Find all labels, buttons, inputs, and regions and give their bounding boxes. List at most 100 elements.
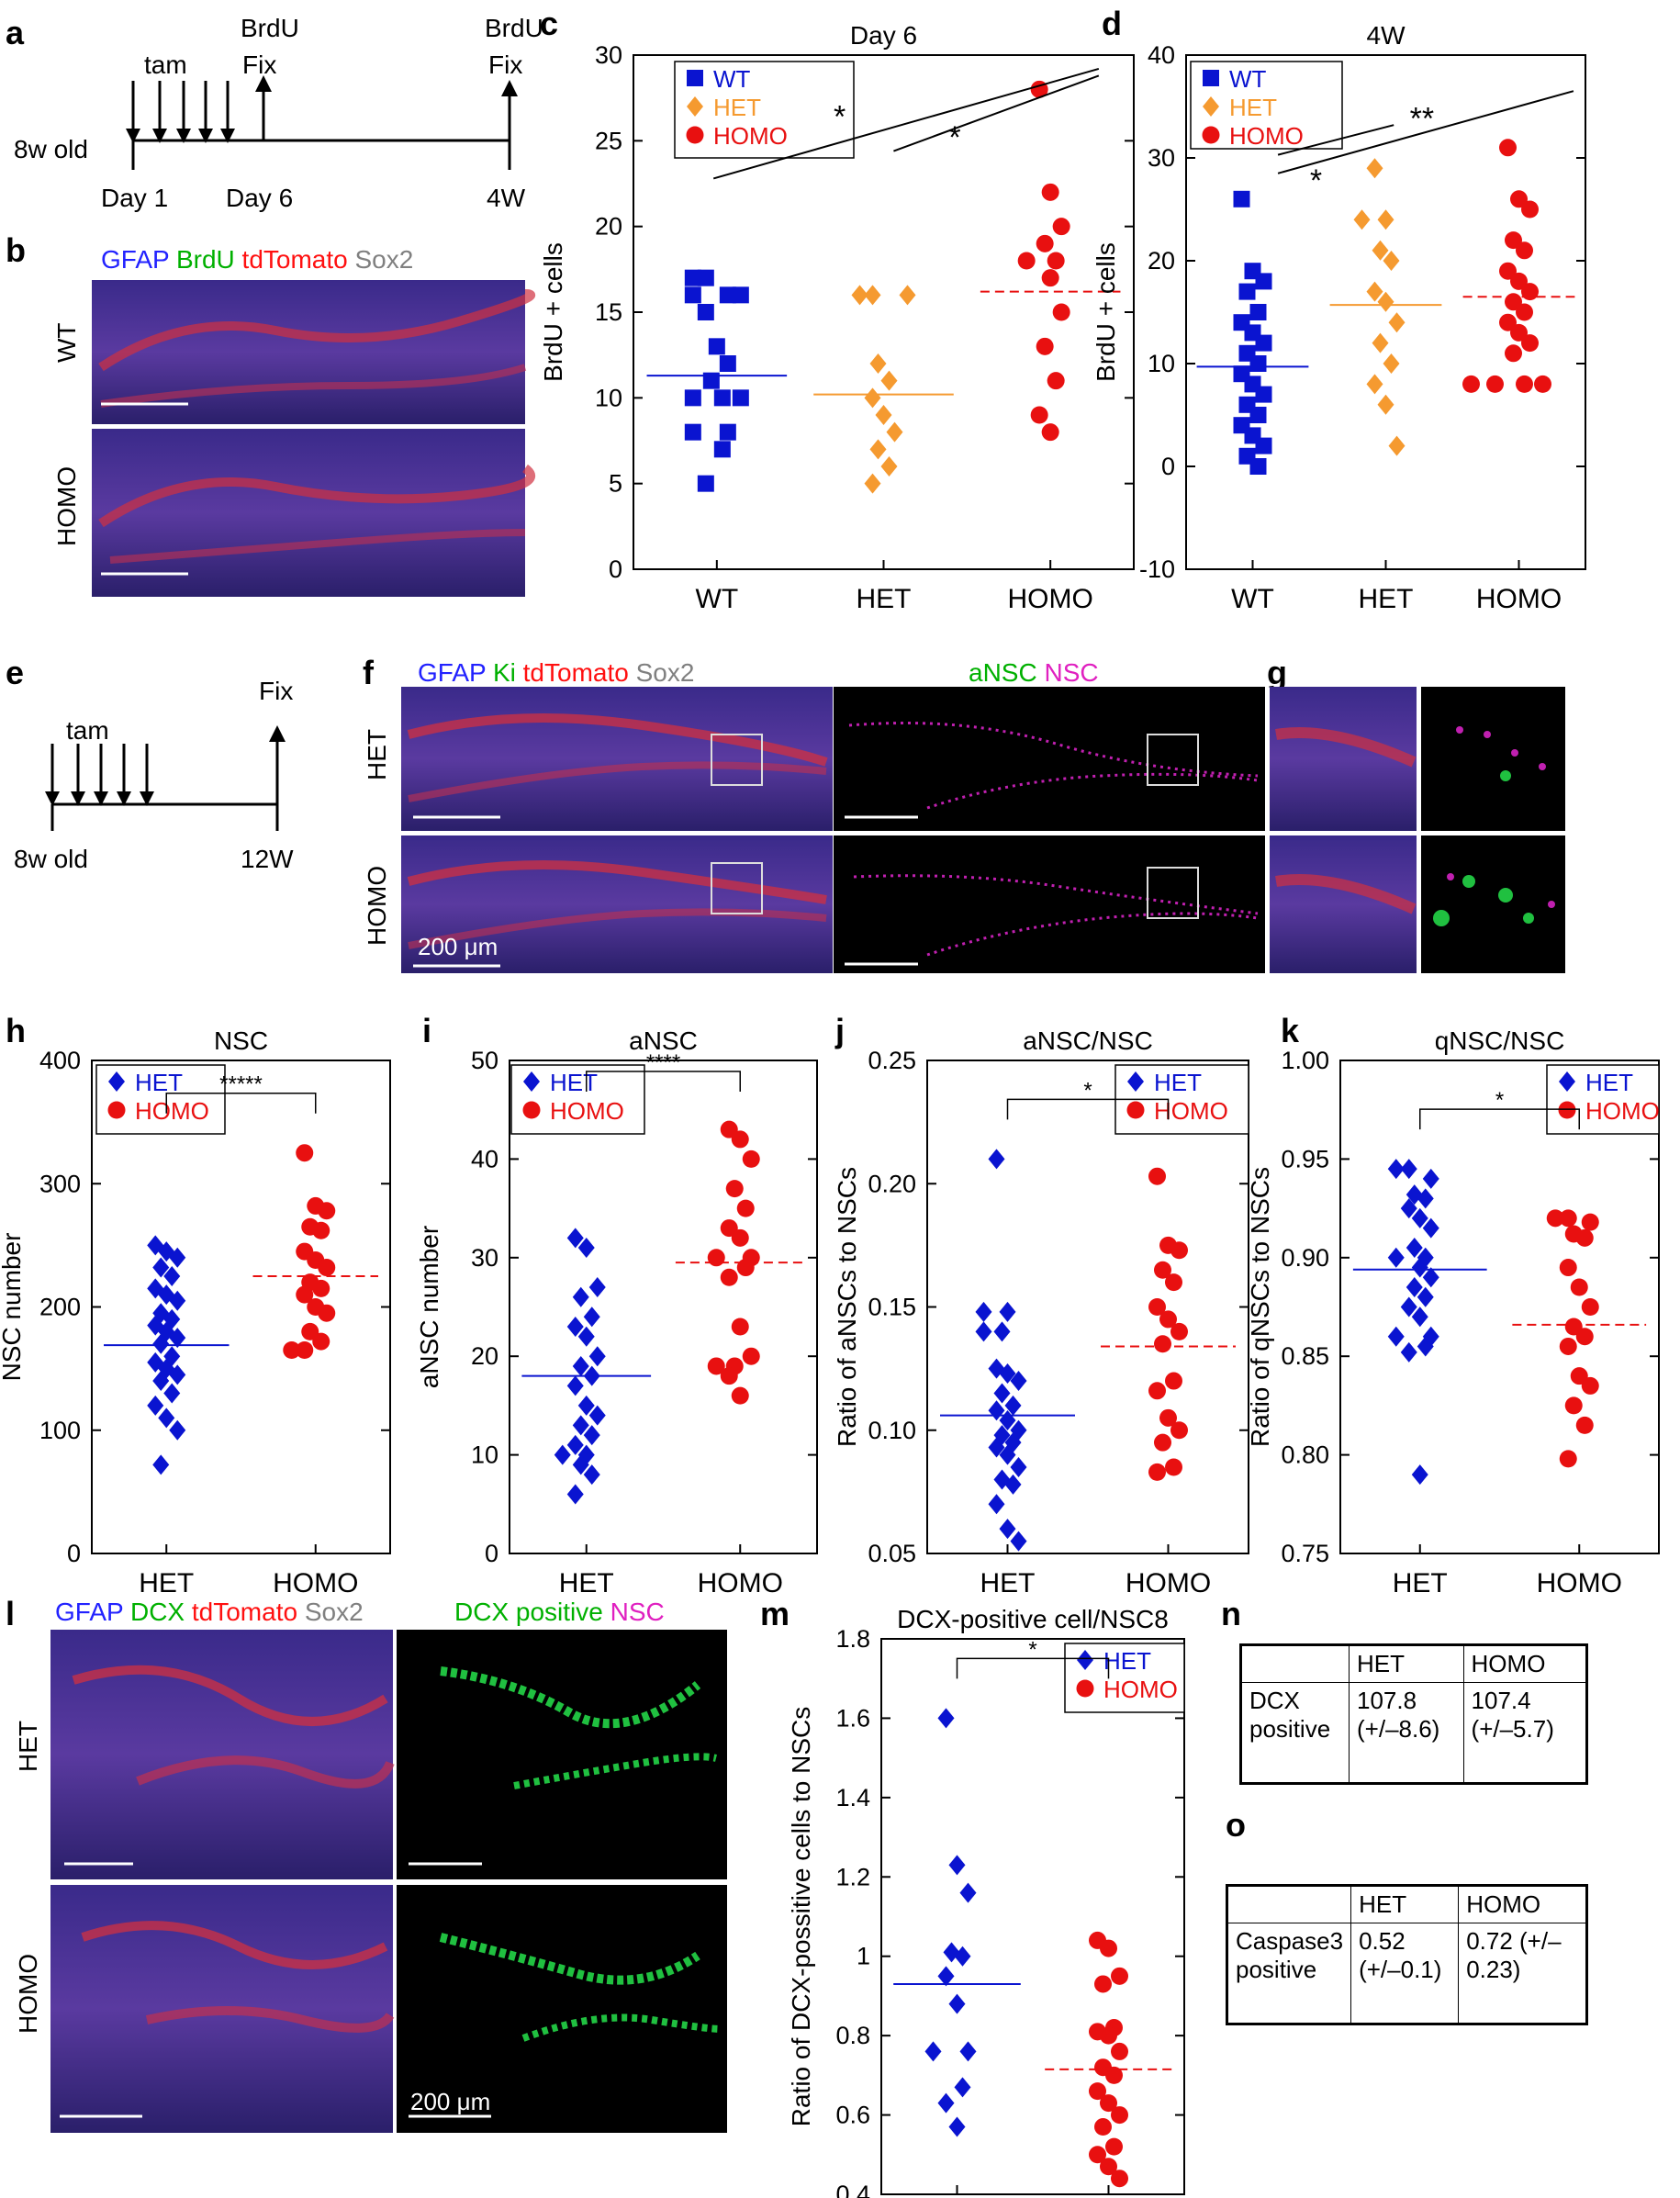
legend-marker [686, 126, 704, 144]
micrograph-l-het-merge [50, 1630, 395, 1879]
data-point [1366, 374, 1383, 395]
x-tick-label: HET [980, 1568, 1036, 1598]
y-tick-label: 10 [595, 384, 622, 411]
chart-title: NSC [214, 1026, 268, 1055]
data-point [1154, 1261, 1171, 1279]
legend-marker [107, 1101, 126, 1119]
data-point [1094, 1975, 1112, 1993]
data-point [1510, 323, 1528, 342]
data-point [1570, 1278, 1588, 1296]
data-point [1010, 1371, 1027, 1392]
data-point [851, 285, 868, 306]
data-point [875, 405, 892, 425]
table-o-corner [1226, 1885, 1352, 1923]
micrograph-l-row-het: HET [14, 1721, 42, 1772]
micrograph-f-het-mask [834, 687, 1265, 831]
data-point [1170, 1241, 1188, 1260]
data-point [583, 1464, 600, 1486]
legend-marker [687, 70, 703, 86]
data-point [1546, 1209, 1564, 1228]
legend-marker [1203, 70, 1219, 86]
data-point [169, 1247, 186, 1268]
data-point [296, 1340, 314, 1359]
data-point [1422, 1217, 1439, 1239]
y-tick-label: 0 [67, 1540, 81, 1567]
legend-word: NSC [1037, 658, 1099, 687]
data-point [1417, 1188, 1434, 1209]
data-point [163, 1265, 181, 1286]
data-point [163, 1383, 181, 1404]
data-point [948, 1993, 966, 2014]
legend-word: GFAP [55, 1598, 123, 1626]
data-point [1400, 1341, 1417, 1363]
data-point [1170, 1421, 1188, 1440]
data-point [1366, 281, 1383, 302]
data-point [1165, 1372, 1182, 1390]
legend-entry: HET [1585, 1069, 1633, 1096]
timeline-a-arrowheads [126, 75, 518, 143]
data-point [1111, 1967, 1128, 1985]
data-point [742, 1149, 760, 1168]
data-point [169, 1419, 186, 1441]
data-point [1521, 334, 1539, 353]
table-n: HET HOMO DCX positive 107.8 (+/–8.6) 107… [1239, 1643, 1588, 1785]
data-point [572, 1286, 589, 1307]
data-point [732, 389, 749, 407]
data-point [1499, 262, 1517, 280]
data-point [1030, 406, 1048, 424]
data-point [954, 1946, 971, 1967]
legend-line: aNSC NSC [969, 658, 1099, 687]
data-point [1383, 353, 1400, 374]
data-point [1372, 240, 1389, 261]
y-tick-label: 0.05 [868, 1540, 916, 1567]
data-point [1499, 139, 1517, 157]
data-point [725, 1180, 744, 1198]
sig-star: ** [1410, 102, 1434, 137]
table-o-het-value: 0.52 (+/–0.1) [1350, 1923, 1460, 2024]
data-point [318, 1304, 336, 1322]
y-tick-label: 0.20 [868, 1170, 916, 1197]
micrograph-f-legend-right: aNSC NSC [969, 658, 1099, 687]
data-point [1233, 190, 1250, 207]
data-point [880, 370, 898, 391]
data-point [720, 1268, 738, 1286]
data-point [1052, 303, 1070, 321]
data-point [864, 473, 881, 494]
legend-marker [523, 1071, 540, 1092]
legend-marker [1558, 1101, 1576, 1119]
data-point [152, 1454, 170, 1475]
data-point [1255, 273, 1272, 290]
table-o-row-label: Caspase3 positive [1226, 1923, 1352, 2024]
data-point [1004, 1395, 1022, 1416]
timeline-a-day1: Day 1 [101, 184, 168, 212]
data-point [948, 1855, 966, 1876]
legend-entry: HET [713, 94, 761, 121]
legend-line: GFAP Ki tdTomato Sox2 [418, 658, 694, 687]
data-point [1004, 1474, 1022, 1495]
data-point [719, 355, 736, 372]
timeline-e-12w: 12W [241, 845, 294, 873]
y-tick-label: 0.90 [1281, 1244, 1329, 1272]
legend-word: NSC [603, 1598, 665, 1626]
data-point [1377, 291, 1394, 312]
legend-entry: WT [1229, 65, 1267, 93]
chart-title: DCX-positive cell/NSC8 [897, 1605, 1169, 1633]
data-point [1105, 2137, 1123, 2156]
micrograph-l-row-homo: HOMO [14, 1954, 42, 2034]
data-point [954, 2077, 971, 2098]
y-axis-label: Ratio of qNSCs to NSCs [1246, 1167, 1274, 1447]
data-point [1148, 1167, 1166, 1185]
legend-word: GFAP [418, 658, 486, 687]
data-point [1100, 1939, 1117, 1957]
micrograph-l-het-mask [397, 1630, 727, 1879]
legend-box [674, 61, 855, 159]
x-tick-label: HOMO [273, 1568, 358, 1598]
data-point [572, 1454, 589, 1475]
data-point [975, 1321, 992, 1342]
